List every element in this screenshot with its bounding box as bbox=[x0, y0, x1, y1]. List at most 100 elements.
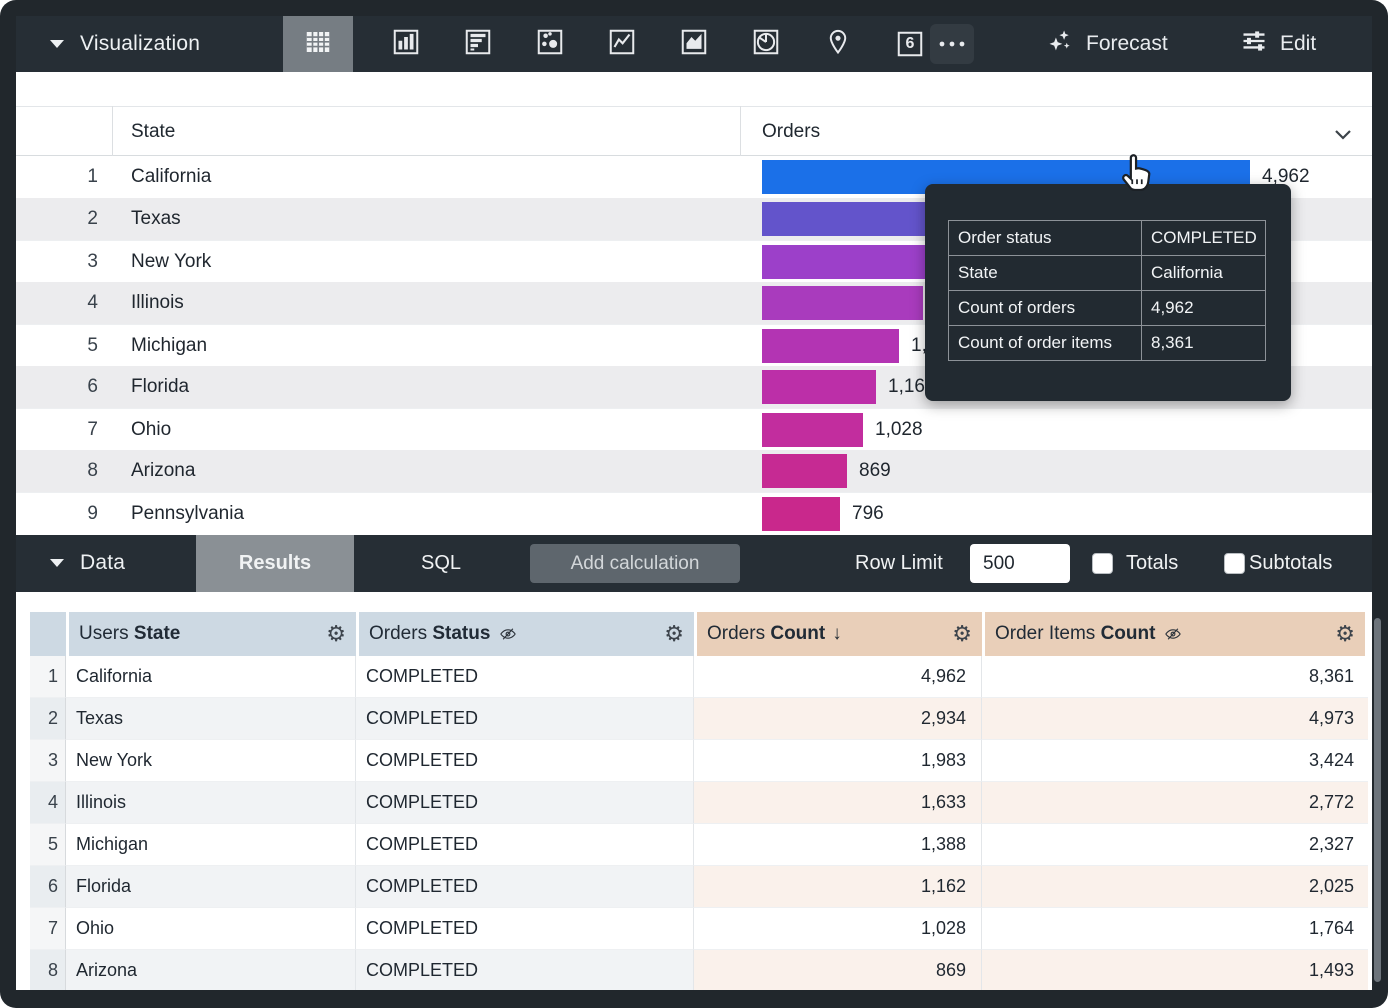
order-items-count-cell[interactable]: 1,764 bbox=[982, 908, 1368, 950]
table-row[interactable]: 1 California COMPLETED 4,962 8,361 bbox=[30, 656, 1368, 698]
state-cell[interactable]: New York bbox=[66, 740, 356, 782]
data-toolbar: Data Results SQL Add calculation Row Lim… bbox=[16, 535, 1372, 592]
viz-row-number: 4 bbox=[87, 292, 98, 313]
viz-type-line-chart-button[interactable] bbox=[600, 16, 644, 72]
order-items-count-cell[interactable]: 2,025 bbox=[982, 866, 1368, 908]
row-number-column-header bbox=[30, 612, 66, 656]
add-calculation-button[interactable]: Add calculation bbox=[530, 544, 740, 583]
orders-count-cell[interactable]: 2,934 bbox=[694, 698, 982, 740]
subtotals-label: Subtotals bbox=[1249, 552, 1333, 574]
area-chart-icon bbox=[679, 27, 709, 62]
table-row[interactable]: 3 New York COMPLETED 1,983 3,424 bbox=[30, 740, 1368, 782]
subtotals-checkbox[interactable] bbox=[1224, 553, 1245, 574]
state-cell[interactable]: Florida bbox=[66, 866, 356, 908]
status-cell[interactable]: COMPLETED bbox=[356, 908, 694, 950]
orders-count-cell[interactable]: 869 bbox=[694, 950, 982, 990]
state-cell[interactable]: Texas bbox=[66, 698, 356, 740]
app-content: Visualization bbox=[16, 16, 1372, 990]
viz-type-area-chart-button[interactable] bbox=[672, 16, 716, 72]
viz-type-scatterplot-button[interactable] bbox=[528, 16, 572, 72]
orders-count-cell[interactable]: 1,388 bbox=[694, 824, 982, 866]
status-cell[interactable]: COMPLETED bbox=[356, 866, 694, 908]
single-value-icon: 6 bbox=[895, 29, 925, 59]
tab-sql[interactable]: SQL bbox=[420, 552, 462, 574]
viz-type-column-chart-button[interactable] bbox=[384, 16, 428, 72]
state-cell[interactable]: Michigan bbox=[66, 824, 356, 866]
state-cell[interactable]: Illinois bbox=[66, 782, 356, 824]
orders-bar[interactable] bbox=[762, 454, 847, 488]
gear-icon[interactable]: ⚙ bbox=[952, 621, 972, 646]
status-cell[interactable]: COMPLETED bbox=[356, 656, 694, 698]
viz-state-cell: California bbox=[131, 166, 212, 187]
row-limit-input[interactable] bbox=[970, 544, 1070, 583]
orders-bar[interactable] bbox=[762, 245, 957, 279]
orders-bar[interactable] bbox=[762, 329, 899, 363]
state-cell[interactable]: California bbox=[66, 656, 356, 698]
orders-bar[interactable] bbox=[762, 286, 923, 320]
row-number-cell: 1 bbox=[30, 656, 66, 698]
gear-icon[interactable]: ⚙ bbox=[664, 621, 684, 646]
order-items-count-cell[interactable]: 4,973 bbox=[982, 698, 1368, 740]
sort-descending-icon[interactable]: ↓ bbox=[832, 623, 842, 644]
orders-count-cell[interactable]: 1,983 bbox=[694, 740, 982, 782]
viz-type-map-button[interactable] bbox=[816, 16, 860, 72]
vertical-scrollbar-thumb[interactable] bbox=[1374, 618, 1381, 982]
totals-checkbox[interactable] bbox=[1092, 553, 1113, 574]
orders-count-cell[interactable]: 1,162 bbox=[694, 866, 982, 908]
row-number-cell: 6 bbox=[30, 866, 66, 908]
gear-icon[interactable]: ⚙ bbox=[1335, 621, 1355, 646]
data-section-toggle[interactable]: Data bbox=[50, 535, 125, 591]
state-cell[interactable]: Ohio bbox=[66, 908, 356, 950]
column-header-order-items-count[interactable]: Order Items Count ⚙ bbox=[985, 612, 1365, 656]
viz-type-single-value-button[interactable]: 6 bbox=[888, 16, 932, 72]
column-header-orders-count[interactable]: Orders Count ↓ ⚙ bbox=[697, 612, 982, 656]
order-items-count-cell[interactable]: 8,361 bbox=[982, 656, 1368, 698]
column-header-orders-status[interactable]: Orders Status ⚙ bbox=[359, 612, 694, 656]
table-row[interactable]: 8 Arizona COMPLETED 869 1,493 bbox=[30, 950, 1368, 990]
table-row[interactable]: 4 Illinois COMPLETED 1,633 2,772 bbox=[30, 782, 1368, 824]
status-cell[interactable]: COMPLETED bbox=[356, 950, 694, 990]
viz-type-pie-chart-button[interactable] bbox=[744, 16, 788, 72]
results-table: Users State ⚙ Orders Status ⚙ Orders Cou… bbox=[16, 612, 1372, 990]
order-items-count-cell[interactable]: 2,327 bbox=[982, 824, 1368, 866]
tooltip-row: Count of order items 8,361 bbox=[949, 325, 1265, 360]
state-cell[interactable]: Arizona bbox=[66, 950, 356, 990]
viz-type-more-button[interactable] bbox=[930, 16, 974, 72]
orders-bar[interactable] bbox=[762, 413, 863, 447]
table-row[interactable]: 7 Ohio COMPLETED 1,028 1,764 bbox=[30, 908, 1368, 950]
collapse-triangle-icon bbox=[50, 559, 64, 567]
column-header-users-state[interactable]: Users State ⚙ bbox=[69, 612, 356, 656]
orders-bar-value: 1,162 bbox=[888, 376, 936, 397]
edit-button[interactable]: Edit bbox=[1240, 16, 1316, 72]
viz-state-cell: Ohio bbox=[131, 419, 172, 440]
tooltip-row: Count of orders 4,962 bbox=[949, 290, 1265, 325]
status-cell[interactable]: COMPLETED bbox=[356, 740, 694, 782]
forecast-button[interactable]: Forecast bbox=[1046, 16, 1168, 72]
bar-chart-icon bbox=[463, 27, 493, 62]
gear-icon[interactable]: ⚙ bbox=[326, 621, 346, 646]
orders-bar[interactable] bbox=[762, 370, 876, 404]
order-items-count-cell[interactable]: 3,424 bbox=[982, 740, 1368, 782]
viz-type-table-button[interactable] bbox=[283, 16, 353, 72]
orders-bar-value: 4,962 bbox=[1262, 166, 1310, 187]
visualization-section-toggle[interactable]: Visualization bbox=[50, 16, 200, 72]
status-cell[interactable]: COMPLETED bbox=[356, 782, 694, 824]
orders-count-cell[interactable]: 1,028 bbox=[694, 908, 982, 950]
viz-type-bar-chart-button[interactable] bbox=[456, 16, 500, 72]
table-row[interactable]: 5 Michigan COMPLETED 1,388 2,327 bbox=[30, 824, 1368, 866]
order-items-count-cell[interactable]: 2,772 bbox=[982, 782, 1368, 824]
viz-orders-column-header[interactable]: Orders bbox=[762, 121, 821, 142]
status-cell[interactable]: COMPLETED bbox=[356, 824, 694, 866]
orders-bar[interactable] bbox=[762, 497, 840, 531]
orders-count-cell[interactable]: 1,633 bbox=[694, 782, 982, 824]
status-cell[interactable]: COMPLETED bbox=[356, 698, 694, 740]
tab-results[interactable]: Results bbox=[196, 535, 354, 592]
order-items-count-cell[interactable]: 1,493 bbox=[982, 950, 1368, 990]
row-limit-label: Row Limit bbox=[855, 552, 943, 574]
table-row[interactable]: 6 Florida COMPLETED 1,162 2,025 bbox=[30, 866, 1368, 908]
table-row[interactable]: 2 Texas COMPLETED 2,934 4,973 bbox=[30, 698, 1368, 740]
orders-count-cell[interactable]: 4,962 bbox=[694, 656, 982, 698]
viz-state-column-header[interactable]: State bbox=[131, 121, 176, 142]
chevron-down-icon[interactable] bbox=[1334, 127, 1352, 145]
line-chart-icon bbox=[607, 27, 637, 62]
